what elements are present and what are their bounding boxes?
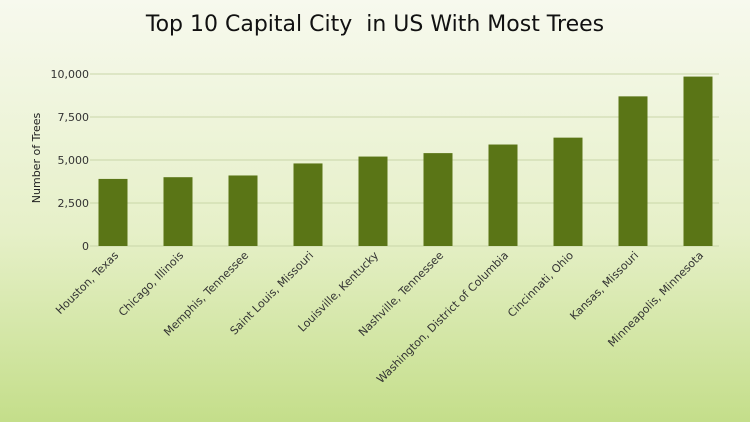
y-tick-label: 7,500	[58, 111, 90, 124]
x-tick-label: Kansas, Missouri	[567, 249, 641, 323]
x-tick-label: Chicago, Illinois	[116, 249, 186, 319]
bar	[358, 156, 388, 246]
bar	[553, 137, 583, 246]
x-tick-label: Houston, Texas	[53, 249, 121, 317]
bar	[98, 178, 128, 246]
y-tick-label: 10,000	[51, 68, 90, 81]
y-tick-label: 2,500	[58, 197, 90, 210]
bar	[618, 96, 648, 246]
bar	[488, 144, 518, 246]
chart-title: Top 10 Capital City in US With Most Tree…	[145, 12, 605, 37]
bar	[293, 163, 323, 246]
bar	[228, 175, 258, 246]
y-tick-label: 5,000	[58, 154, 90, 167]
x-tick-label: Cincinnati, Ohio	[505, 249, 576, 320]
y-axis-ticks: 0 2,500 5,000 7,500 10,000	[51, 68, 90, 253]
bar	[423, 153, 453, 246]
bar	[163, 177, 193, 246]
bars	[98, 76, 713, 246]
x-tick-label: Washington, District of Columbia	[374, 249, 511, 386]
y-tick-label: 0	[82, 240, 89, 253]
bar	[683, 76, 713, 246]
gridlines	[90, 73, 719, 247]
y-axis-title: Number of Trees	[30, 113, 43, 204]
